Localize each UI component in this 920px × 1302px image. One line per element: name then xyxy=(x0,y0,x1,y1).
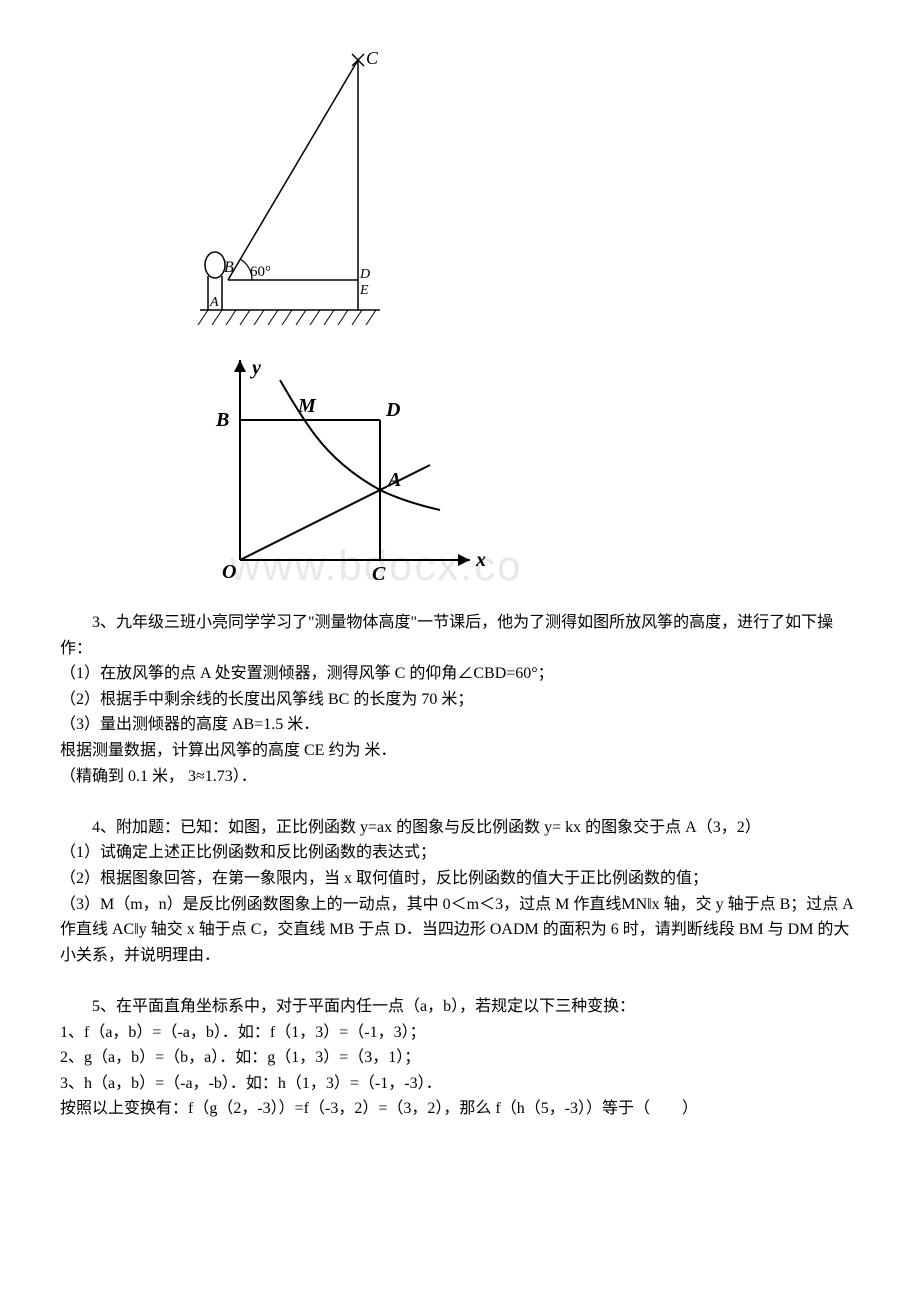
q4-line3: （3）M（m，n）是反比例函数图象上的一动点，其中 0＜m＜3，过点 M 作直线… xyxy=(60,892,860,969)
q3-intro: 3、九年级三班小亮同学学习了"测量物体高度"一节课后，他为了测得如图所放风筝的高… xyxy=(60,610,860,661)
label-e: E xyxy=(359,283,369,298)
label-o: O xyxy=(222,561,236,583)
q4-line1: （1）试确定上述正比例函数和反比例函数的表达式； xyxy=(60,840,860,866)
label-b2: B xyxy=(215,409,229,431)
label-m: M xyxy=(297,395,317,417)
label-a: A xyxy=(209,295,219,310)
q5-intro: 5、在平面直角坐标系中，对于平面内任一点（a，b），若规定以下三种变换： xyxy=(60,994,860,1020)
q3-line5: （精确到 0.1 米， 3≈1.73）． xyxy=(60,764,860,790)
q5-line3: 3、h（a，b）=（-a，-b）．如：h（1，3）=（-1，-3）． xyxy=(60,1071,860,1097)
q5-line1: 1、f（a，b）=（-a，b）．如：f（1，3）=（-1，3）； xyxy=(60,1020,860,1046)
label-c: C xyxy=(366,50,379,68)
label-d2: D xyxy=(385,399,400,421)
q5-line2: 2、g（a，b）=（b，a）．如：g（1，3）=（3，1）； xyxy=(60,1045,860,1071)
label-angle: 60° xyxy=(250,264,271,280)
label-x: x xyxy=(475,549,486,571)
label-d: D xyxy=(359,267,370,282)
label-c2: C xyxy=(372,563,386,585)
label-y: y xyxy=(250,357,261,379)
kite-svg: C B 60° A D E xyxy=(180,50,400,340)
q5-line4: 按照以上变换有：f（g（2，-3））=f（-3，2）=（3，2），那么 f（h（… xyxy=(60,1096,860,1122)
q4-intro: 4、附加题：已知：如图，正比例函数 y=ax 的图象与反比例函数 y= kx 的… xyxy=(60,815,860,841)
q3-line1: （1）在放风筝的点 A 处安置测倾器，测得风筝 C 的仰角∠CBD=60°； xyxy=(60,661,860,687)
label-a2: A xyxy=(386,469,401,491)
figure-graph: www.bdocx.com y x B M D A O C xyxy=(180,350,860,600)
q3-line4: 根据测量数据，计算出风筝的高度 CE 约为 米． xyxy=(60,738,860,764)
q3-line3: （3）量出测倾器的高度 AB=1.5 米． xyxy=(60,712,860,738)
figure-kite: C B 60° A D E xyxy=(180,50,860,340)
q3-line2: （2）根据手中剩余线的长度出风筝线 BC 的长度为 70 米； xyxy=(60,687,860,713)
label-b: B xyxy=(224,259,234,276)
graph-svg: www.bdocx.com y x B M D A O C xyxy=(180,350,520,600)
q4-line2: （2）根据图象回答，在第一象限内，当 x 取何值时，反比例函数的值大于正比例函数… xyxy=(60,866,860,892)
